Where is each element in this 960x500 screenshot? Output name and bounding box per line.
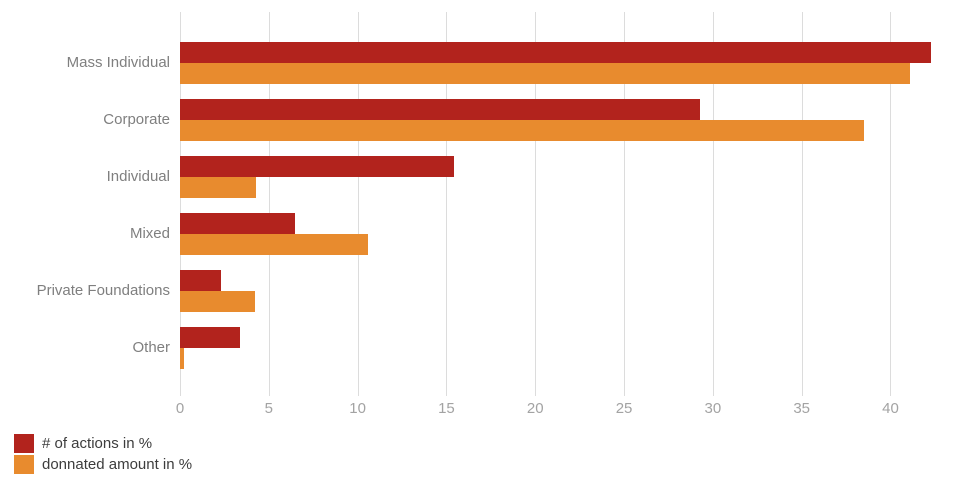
x-tick-label: 30	[704, 400, 722, 417]
gridline	[801, 12, 803, 396]
bar-donated	[180, 120, 864, 141]
bar-donated	[180, 234, 369, 255]
plot-area	[180, 12, 942, 396]
bar-donated	[180, 177, 257, 198]
x-tick-label: 20	[526, 400, 544, 417]
legend-swatch-donated-icon	[14, 454, 34, 474]
legend-label-actions: # of actions in %	[42, 434, 153, 452]
bar-actions	[180, 213, 296, 234]
category-label: Private Foundations	[36, 282, 170, 299]
bar-actions	[180, 327, 241, 348]
legend-label-donated: donnated amount in %	[42, 455, 193, 473]
x-tick-label: 15	[438, 400, 455, 417]
gridline	[268, 12, 270, 396]
legend: # of actions in % donnated amount in %	[14, 433, 192, 475]
category-label: Corporate	[103, 111, 170, 128]
gridline	[890, 12, 892, 396]
x-tick-label: 5	[264, 400, 273, 417]
bar-actions	[180, 42, 932, 63]
bar-donated	[180, 63, 911, 84]
gridline	[357, 12, 359, 396]
category-label: Individual	[106, 168, 170, 185]
bar-actions	[180, 270, 221, 291]
gridline	[624, 12, 626, 396]
x-tick-label: 0	[175, 400, 185, 417]
x-tick-label: 40	[882, 400, 899, 417]
x-tick-label: 35	[793, 400, 811, 417]
gridline	[180, 12, 181, 396]
legend-swatch-actions-icon	[14, 433, 34, 453]
x-tick-label: 25	[615, 400, 633, 417]
x-tick-label: 10	[349, 400, 366, 417]
gridline	[535, 12, 537, 396]
gridline	[446, 12, 448, 396]
bar-donated	[180, 291, 255, 312]
bar-donated	[180, 348, 184, 369]
category-label: Mass Individual	[66, 54, 170, 71]
legend-item-donated: donnated amount in %	[14, 454, 192, 474]
bar-actions	[180, 99, 701, 120]
legend-item-actions: # of actions in %	[14, 433, 192, 453]
bar-actions	[180, 156, 454, 177]
category-label: Mixed	[129, 225, 170, 242]
category-label: Other	[132, 339, 170, 356]
gridline	[712, 12, 714, 396]
